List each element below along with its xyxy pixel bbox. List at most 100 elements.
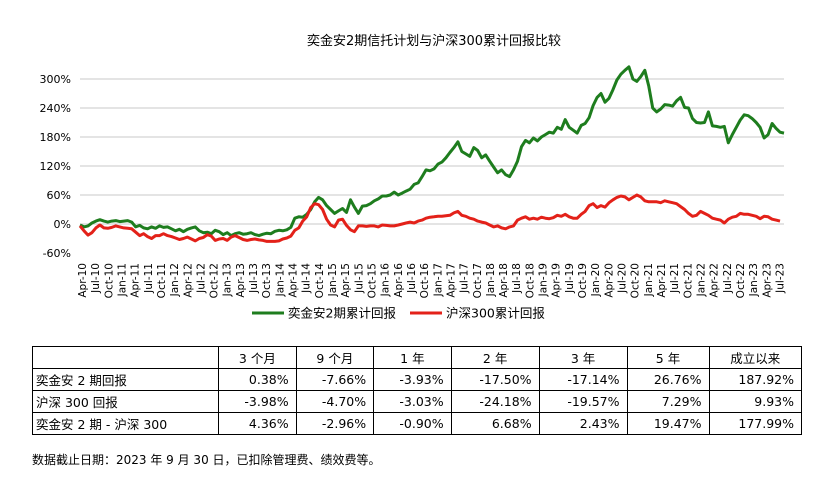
x-tick-label: Apr-17	[445, 263, 457, 298]
y-tick-label: 120%	[40, 160, 71, 173]
x-tick-label: Oct-22	[735, 263, 747, 298]
table-cell: 6.68%	[450, 412, 540, 435]
x-tick-label: Apr-15	[340, 263, 352, 298]
series-line-csi300	[78, 193, 781, 243]
x-tick-label: Apr-16	[393, 263, 405, 298]
table-row-label: 奕金安 2 期 - 沪深 300	[31, 412, 220, 435]
x-tick-label: Apr-23	[761, 263, 773, 298]
series-line-fund	[79, 65, 785, 238]
x-tick-label: Jul-11	[143, 263, 155, 294]
x-tick-label: Oct-17	[472, 263, 484, 298]
x-tick-label: Jul-23	[774, 263, 786, 294]
table-header-cell: 2 年	[450, 346, 540, 369]
y-tick-label: 240%	[40, 102, 71, 115]
x-tick-label: Jan-21	[643, 263, 655, 297]
x-tick-label: Jul-21	[669, 263, 681, 294]
x-tick-label: Jul-16	[406, 263, 418, 294]
x-tick-label: Jul-14	[301, 263, 313, 294]
table-header-cell: 1 年	[373, 346, 452, 369]
x-tick-label: Oct-10	[103, 263, 115, 298]
y-axis-tick-labels: 300% 240% 180% 120% 60% 0% -60%	[40, 73, 71, 260]
x-tick-label: Jul-13	[248, 263, 260, 294]
x-tick-label: Jul-15	[353, 263, 365, 294]
table-cell: -24.18%	[450, 390, 540, 413]
table-cell: -17.14%	[538, 368, 628, 391]
cumulative-return-chart: 奕金安2期信托计划与沪深300累计回报比较 300% 240% 180% 120% 60…	[40, 33, 787, 321]
table-cell: 177.99%	[708, 412, 803, 435]
table-row-label: 沪深 300 回报	[31, 390, 220, 413]
table-header-cell: 3 个月	[218, 346, 297, 369]
x-tick-label: Jul-19	[564, 263, 576, 294]
table-cell: 2.43%	[538, 412, 628, 435]
x-tick-label: Apr-12	[182, 263, 194, 298]
y-tick-label: 180%	[40, 131, 71, 144]
x-tick-label: Oct-16	[419, 263, 431, 299]
x-tick-label: Oct-19	[577, 263, 589, 298]
table-cell: -2.96%	[295, 412, 375, 435]
table-cell: -7.66%	[295, 368, 375, 391]
table-cell: -3.03%	[373, 390, 452, 413]
x-tick-label: Jul-18	[511, 263, 523, 294]
x-tick-label: Apr-22	[709, 263, 721, 298]
table-header-cell: 9 个月	[295, 346, 375, 369]
table-row-label: 奕金安 2 期回报	[31, 368, 220, 391]
x-tick-label: Jul-10	[90, 263, 102, 294]
table-cell: 0.38%	[218, 368, 297, 391]
table-row: 沪深 300 回报 -3.98% -4.70% -3.03% -24.18% -…	[31, 390, 803, 413]
y-tick-label: 0%	[54, 218, 71, 231]
table-cell: -3.98%	[218, 390, 297, 413]
x-tick-label: Jul-22	[722, 263, 734, 294]
x-tick-label: Oct-12	[209, 263, 221, 298]
table-cell: 4.36%	[218, 412, 297, 435]
table-cell: 19.47%	[626, 412, 710, 435]
table-header-cell: 3 年	[538, 346, 628, 369]
table-header-cell: 成立以来	[708, 346, 803, 369]
x-tick-label: Oct-18	[524, 263, 536, 298]
table-cell: 7.29%	[626, 390, 710, 413]
x-tick-label: Jan-18	[485, 263, 497, 297]
x-tick-label: Apr-11	[130, 263, 142, 298]
x-tick-label: Oct-14	[314, 263, 326, 299]
x-tick-label: Jan-12	[169, 263, 181, 297]
x-tick-label: Oct-11	[156, 263, 168, 298]
x-tick-label: Oct-15	[366, 263, 378, 298]
footnote: 数据截止日期：2023 年 9 月 30 日，已扣除管理费、绩效费等。	[32, 453, 381, 467]
table-cell: 9.93%	[708, 390, 803, 413]
x-tick-label: Jan-15	[327, 263, 339, 297]
x-tick-label: Apr-19	[551, 263, 563, 298]
table-header-row: 3 个月 9 个月 1 年 2 年 3 年 5 年 成立以来	[31, 346, 803, 369]
x-tick-label: Jul-12	[195, 263, 207, 294]
table-header-cell	[31, 346, 220, 369]
x-tick-label: Apr-18	[498, 263, 510, 298]
y-tick-label: 60%	[47, 189, 71, 202]
chart-title: 奕金安2期信托计划与沪深300累计回报比较	[307, 33, 561, 49]
legend-label-csi300: 沪深300累计回报	[446, 306, 545, 321]
x-tick-label: Jul-17	[459, 263, 471, 294]
legend-label-fund: 奕金安2期累计回报	[288, 306, 396, 321]
x-tick-label: Apr-10	[77, 263, 89, 298]
x-tick-label: Jan-23	[748, 263, 760, 297]
x-tick-label: Apr-14	[288, 263, 300, 298]
table-header-cell: 5 年	[626, 346, 710, 369]
x-tick-label: Jan-16	[380, 263, 392, 298]
table-cell: -4.70%	[295, 390, 375, 413]
x-tick-label: Oct-20	[630, 263, 642, 298]
x-tick-label: Apr-20	[603, 263, 615, 298]
gridlines	[80, 78, 784, 225]
table-cell: 26.76%	[626, 368, 710, 391]
x-tick-label: Jan-14	[274, 263, 286, 298]
x-tick-label: Apr-21	[656, 263, 668, 298]
performance-table: 3 个月 9 个月 1 年 2 年 3 年 5 年 成立以来 奕金安 2 期回报…	[31, 346, 803, 435]
table-row: 奕金安 2 期 - 沪深 300 4.36% -2.96% -0.90% 6.6…	[31, 412, 803, 435]
table-cell: -19.57%	[538, 390, 628, 413]
x-tick-label: Jan-17	[432, 263, 444, 297]
x-tick-label: Jan-11	[116, 263, 128, 297]
table-cell: 187.92%	[708, 368, 803, 391]
series-lines	[78, 65, 785, 243]
x-tick-label: Apr-13	[235, 263, 247, 298]
x-tick-label: Oct-21	[682, 263, 694, 298]
x-tick-label: Jan-13	[222, 263, 234, 297]
table-row: 奕金安 2 期回报 0.38% -7.66% -3.93% -17.50% -1…	[31, 368, 803, 391]
y-tick-label: 300%	[40, 73, 71, 86]
y-tick-label: -60%	[43, 247, 71, 260]
